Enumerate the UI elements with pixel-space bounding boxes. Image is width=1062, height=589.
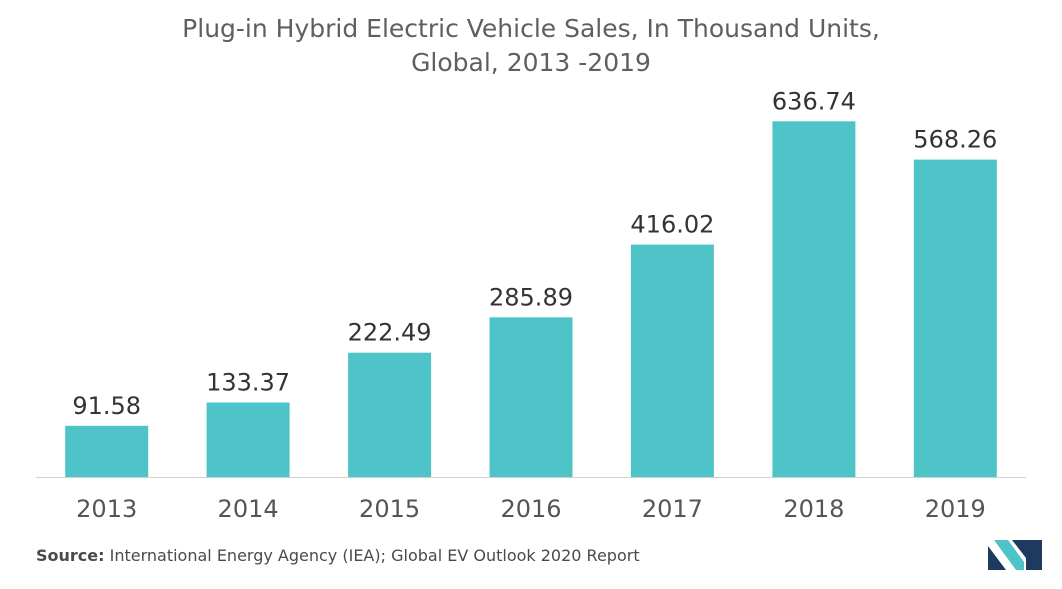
x-tick-label-2014: 2014: [218, 495, 279, 523]
x-tick-label-2015: 2015: [359, 495, 420, 523]
data-label-2019: 568.26: [913, 126, 997, 154]
data-label-2017: 416.02: [630, 211, 714, 239]
x-tick-label-2019: 2019: [925, 495, 986, 523]
data-label-2014: 133.37: [206, 369, 290, 397]
chart-title-line-2: Global, 2013 -2019: [411, 48, 651, 77]
chart-title-line-1: Plug-in Hybrid Electric Vehicle Sales, I…: [182, 14, 880, 43]
data-label-2013: 91.58: [72, 392, 141, 420]
source-text: International Energy Agency (IEA); Globa…: [104, 546, 640, 565]
data-label-2018: 636.74: [772, 87, 856, 115]
data-label-2015: 222.49: [348, 319, 432, 347]
bar-2017: [630, 244, 714, 477]
bar-2019: [913, 159, 997, 477]
x-tick-label-2013: 2013: [76, 495, 137, 523]
source-note: Source: International Energy Agency (IEA…: [36, 546, 640, 565]
bar-2016: [489, 317, 573, 477]
x-tick-label-2017: 2017: [642, 495, 703, 523]
data-label-2016: 285.89: [489, 283, 573, 311]
bar-2015: [348, 352, 432, 477]
source-label: Source:: [36, 546, 105, 565]
bar-2014: [206, 402, 290, 477]
bar-2013: [65, 425, 149, 477]
bar-2018: [772, 121, 856, 478]
x-tick-label-2016: 2016: [500, 495, 561, 523]
x-tick-label-2018: 2018: [783, 495, 844, 523]
brand-logo-icon: [988, 540, 1042, 570]
